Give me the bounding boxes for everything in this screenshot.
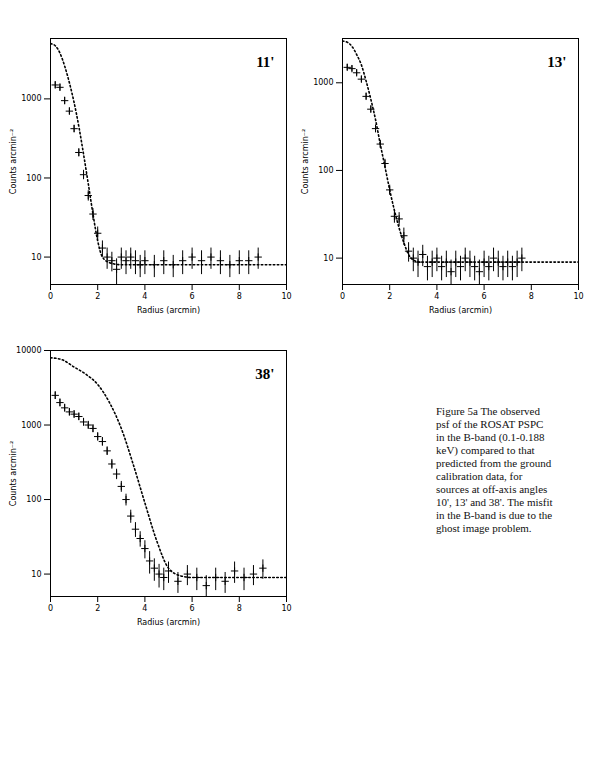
svg-text:0: 0 [48, 292, 53, 301]
svg-text:6: 6 [190, 604, 195, 613]
svg-text:Radius (arcmin): Radius (arcmin) [429, 306, 492, 315]
svg-text:4: 4 [142, 292, 147, 301]
svg-text:8: 8 [237, 292, 242, 301]
svg-text:10000: 10000 [16, 346, 41, 355]
svg-text:Counts arcmin⁻²: Counts arcmin⁻² [9, 441, 18, 506]
svg-text:2: 2 [387, 292, 392, 301]
svg-text:10: 10 [31, 253, 41, 262]
svg-text:2: 2 [95, 292, 100, 301]
html-text:Figure 5a The observed psf of: Figure 5a The observed psf of the ROSAT … [436, 405, 553, 534]
svg-text:11': 11' [256, 54, 274, 70]
svg-text:4: 4 [434, 292, 439, 301]
svg-text:6: 6 [190, 292, 195, 301]
svg-text:10: 10 [573, 292, 583, 301]
svg-text:Radius (arcmin): Radius (arcmin) [137, 306, 200, 315]
svg-text:1000: 1000 [21, 421, 41, 430]
svg-text:0: 0 [48, 604, 53, 613]
svg-text:8: 8 [529, 292, 534, 301]
svg-text:1000: 1000 [313, 78, 333, 87]
svg-text:Counts arcmin⁻²: Counts arcmin⁻² [9, 129, 18, 194]
svg-text:8: 8 [237, 604, 242, 613]
svg-text:6: 6 [482, 292, 487, 301]
svg-text:10: 10 [323, 254, 333, 263]
svg-text:10: 10 [281, 604, 291, 613]
svg-text:Radius (arcmin): Radius (arcmin) [137, 618, 200, 627]
svg-text:100: 100 [26, 174, 41, 183]
svg-text:100: 100 [26, 495, 41, 504]
svg-text:100: 100 [318, 166, 333, 175]
svg-text:10: 10 [281, 292, 291, 301]
svg-text:0: 0 [340, 292, 345, 301]
svg-text:4: 4 [142, 604, 147, 613]
svg-text:2: 2 [95, 604, 100, 613]
svg-text:38': 38' [255, 366, 274, 382]
svg-text:13': 13' [547, 54, 566, 70]
svg-text:10: 10 [31, 570, 41, 579]
svg-text:Counts arcmin⁻²: Counts arcmin⁻² [301, 129, 310, 194]
svg-text:1000: 1000 [21, 94, 41, 103]
